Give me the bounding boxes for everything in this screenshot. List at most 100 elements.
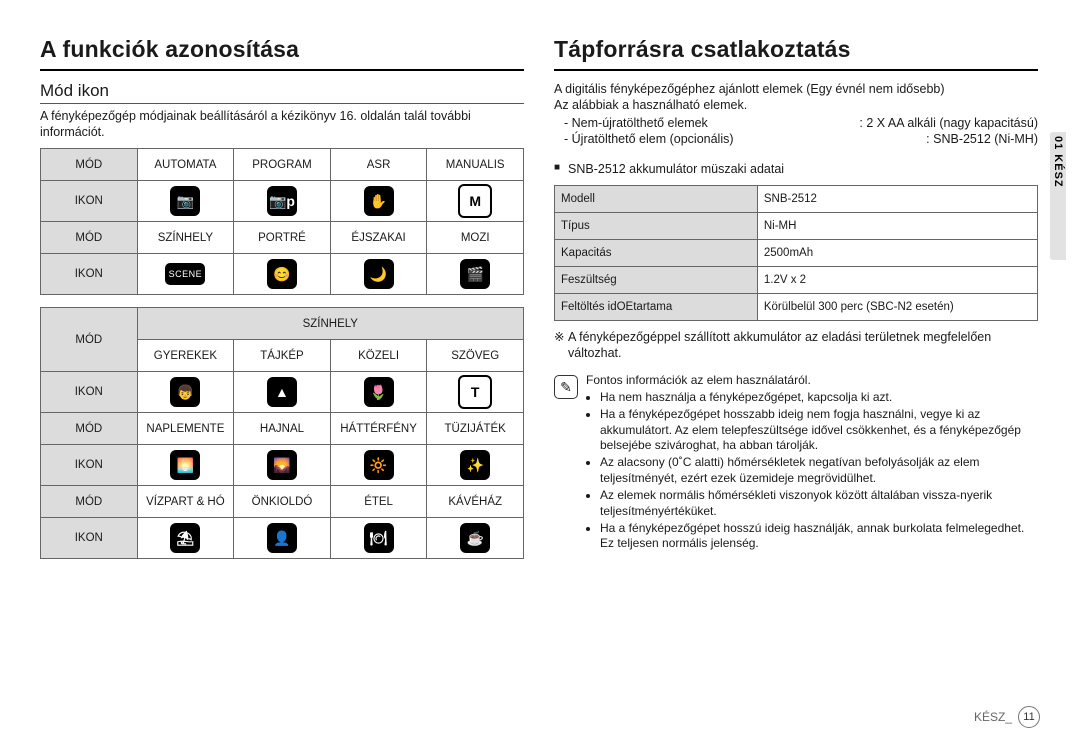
list-item: Az elemek normális hőmérsékleti viszonyo… — [600, 488, 1038, 519]
scene-span: SZÍNHELY — [137, 308, 523, 340]
icon-cell: 🍽 — [330, 518, 427, 559]
icon-cell: 🌅 — [137, 445, 234, 486]
note-head: Fontos információk az elem használatáról… — [586, 373, 1038, 387]
left-intro: A fényképezőgép módjainak beállításáról … — [40, 108, 524, 140]
section-tab: 01 KÉSZ — [1050, 132, 1066, 260]
cell: PORTRÉ — [234, 222, 331, 254]
cell: VÍZPART & HÓ — [137, 486, 234, 518]
cell: HÁTTÉRFÉNY — [330, 413, 427, 445]
text: : 2 X AA alkáli (nagy kapacitású) — [859, 115, 1038, 131]
note-list: Ha nem használja a fényképezőgépet, kapc… — [586, 390, 1038, 552]
icon-cell: ✨ — [427, 445, 524, 486]
cell: HAJNAL — [234, 413, 331, 445]
text: A digitális fényképezőgéphez ajánlott el… — [554, 82, 945, 96]
row-mode: MÓD — [41, 413, 138, 445]
hdr-mode: MÓD — [41, 149, 138, 181]
icon-cell: 👤 — [234, 518, 331, 559]
cafe-icon: ☕ — [460, 523, 490, 553]
battery-line: - Nem-újratölthető elemek : 2 X AA alkál… — [564, 115, 1038, 131]
spec-key: Feszültség — [555, 267, 758, 294]
icon-cell: M — [427, 181, 524, 222]
spec-title: SNB-2512 akkumulátor müszaki adatai — [554, 161, 1038, 177]
cell: ÖNKIOLDÓ — [234, 486, 331, 518]
food-icon: 🍽 — [364, 523, 394, 553]
right-title: Tápforrásra csatlakoztatás — [554, 36, 1038, 71]
spec-key: Kapacitás — [555, 240, 758, 267]
battery-line: - Újratölthető elem (opcionális) : SNB-2… — [564, 131, 1038, 147]
row-ikon: IKON — [41, 372, 138, 413]
cell: AUTOMATA — [137, 149, 234, 181]
icon-cell: T — [427, 372, 524, 413]
row-ikon: IKON — [41, 445, 138, 486]
table-row: MÓD VÍZPART & HÓ ÖNKIOLDÓ ÉTEL KÁVÉHÁZ — [41, 486, 524, 518]
list-item: Ha a fényképezőgépet hosszabb ideig nem … — [600, 407, 1038, 453]
backlight-icon: 🔆 — [364, 450, 394, 480]
hand-icon: ✋ — [364, 186, 394, 216]
cell: NAPLEMENTE — [137, 413, 234, 445]
note-box: ✎ Fontos információk az elem használatár… — [554, 373, 1038, 554]
list-item: Ha nem használja a fényképezőgépet, kapc… — [600, 390, 1038, 405]
cell: GYEREKEK — [137, 340, 234, 372]
portrait-icon: 😊 — [267, 259, 297, 289]
cell: ASR — [330, 149, 427, 181]
dawn-icon: 🌄 — [267, 450, 297, 480]
icon-cell: 👦 — [137, 372, 234, 413]
left-title: A funkciók azonosítása — [40, 36, 524, 71]
text: : SNB-2512 (Ni-MH) — [926, 131, 1038, 147]
table-row: IKON SCENE 😊 🌙 🎬 — [41, 254, 524, 295]
page: A funkciók azonosítása Mód ikon A fényké… — [0, 0, 1080, 746]
icon-cell: 😊 — [234, 254, 331, 295]
cell: KÖZELI — [330, 340, 427, 372]
footer: KÉSZ_ 11 — [974, 706, 1040, 728]
scene-icon: SCENE — [165, 263, 205, 285]
text-icon: T — [458, 375, 492, 409]
movie-icon: 🎬 — [460, 259, 490, 289]
cell: TÁJKÉP — [234, 340, 331, 372]
table-row: MÓD NAPLEMENTE HAJNAL HÁTTÉRFÉNY TÜZIJÁT… — [41, 413, 524, 445]
table-row: IKON 📷 📷p ✋ M — [41, 181, 524, 222]
night-icon: 🌙 — [364, 259, 394, 289]
cell: SZÍNHELY — [137, 222, 234, 254]
icon-cell: 🎬 — [427, 254, 524, 295]
table-row: Feltöltés idOEtartamaKörülbelül 300 perc… — [555, 294, 1038, 321]
row-mode: MÓD — [41, 222, 138, 254]
footer-label: KÉSZ_ — [974, 710, 1012, 724]
icon-cell: 📷 — [137, 181, 234, 222]
spec-val: 1.2V x 2 — [757, 267, 1037, 294]
row-ikon: IKON — [41, 254, 138, 295]
cell: ÉJSZAKAI — [330, 222, 427, 254]
table-row: MÓD AUTOMATA PROGRAM ASR MANUALIS — [41, 149, 524, 181]
beach-snow-icon: ⛱ — [170, 523, 200, 553]
list-item: Ha a fényképezőgépet hosszú ideig haszná… — [600, 521, 1038, 552]
icon-cell: 🌄 — [234, 445, 331, 486]
row-ikon: IKON — [41, 181, 138, 222]
table-row: TípusNi-MH — [555, 213, 1038, 240]
row-ikon: IKON — [41, 518, 138, 559]
cell: MOZI — [427, 222, 524, 254]
table-row: IKON 👦 ▲ 🌷 T — [41, 372, 524, 413]
mode-table-1: MÓD AUTOMATA PROGRAM ASR MANUALIS IKON 📷… — [40, 148, 524, 295]
icon-cell: ☕ — [427, 518, 524, 559]
icon-cell: 🌙 — [330, 254, 427, 295]
right-intro: A digitális fényképezőgéphez ajánlott el… — [554, 81, 1038, 147]
spec-key: Modell — [555, 186, 758, 213]
note-icon: ✎ — [554, 375, 578, 399]
star-note: A fényképezőgéppel szállított akkumuláto… — [554, 329, 1038, 361]
landscape-icon: ▲ — [267, 377, 297, 407]
text: - Újratölthető elem (opcionális) — [564, 131, 734, 147]
icon-cell: ✋ — [330, 181, 427, 222]
spec-table: ModellSNB-2512 TípusNi-MH Kapacitás2500m… — [554, 185, 1038, 321]
camera-icon: 📷 — [170, 186, 200, 216]
table-row: MÓD SZÍNHELY — [41, 308, 524, 340]
spec-key: Feltöltés idOEtartama — [555, 294, 758, 321]
cell: MANUALIS — [427, 149, 524, 181]
camera-p-icon: 📷p — [267, 186, 297, 216]
cell: ÉTEL — [330, 486, 427, 518]
row-mode: MÓD — [41, 486, 138, 518]
page-number: 11 — [1018, 706, 1040, 728]
text: - Nem-újratölthető elemek — [564, 115, 708, 131]
table-row: Kapacitás2500mAh — [555, 240, 1038, 267]
fireworks-icon: ✨ — [460, 450, 490, 480]
spec-val: SNB-2512 — [757, 186, 1037, 213]
manual-icon: M — [458, 184, 492, 218]
